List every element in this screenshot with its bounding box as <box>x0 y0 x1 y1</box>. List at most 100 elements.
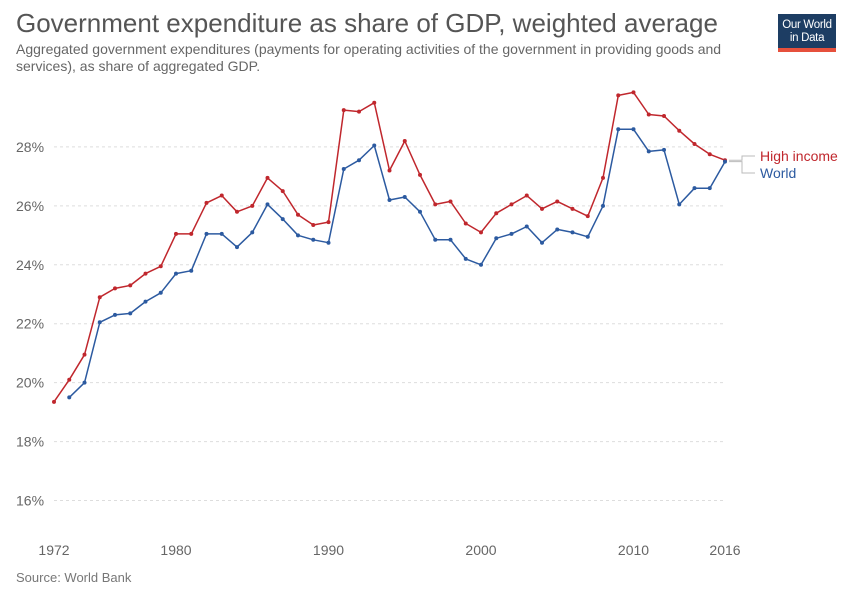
data-point-world[interactable] <box>707 186 712 191</box>
data-point-high-income[interactable] <box>97 295 102 300</box>
data-point-high-income[interactable] <box>372 100 377 105</box>
data-point-high-income[interactable] <box>463 221 468 226</box>
data-point-high-income[interactable] <box>204 200 209 205</box>
data-point-world[interactable] <box>418 209 422 214</box>
data-point-world[interactable] <box>601 203 605 208</box>
data-point-high-income[interactable] <box>250 203 255 208</box>
data-point-world[interactable] <box>494 236 499 241</box>
data-point-high-income[interactable] <box>601 175 605 180</box>
data-point-world[interactable] <box>265 202 270 207</box>
legend-label-world[interactable]: World <box>760 165 796 181</box>
legend-label-high-income[interactable]: High income <box>760 148 838 164</box>
data-point-high-income[interactable] <box>433 202 438 207</box>
data-point-world[interactable] <box>585 234 590 239</box>
data-point-high-income[interactable] <box>509 202 514 207</box>
data-point-high-income[interactable] <box>326 220 331 225</box>
series-line-high-income[interactable] <box>53 91 726 403</box>
owid-logo[interactable]: Our World in Data <box>778 14 836 52</box>
data-point-world[interactable] <box>692 186 697 191</box>
data-point-high-income[interactable] <box>402 139 407 144</box>
data-point-world[interactable] <box>219 231 224 236</box>
data-point-world[interactable] <box>631 127 636 132</box>
data-point-high-income[interactable] <box>692 141 697 146</box>
data-point-high-income[interactable] <box>540 206 544 211</box>
data-point-world[interactable] <box>570 230 575 235</box>
data-point-world[interactable] <box>158 290 163 295</box>
data-point-high-income[interactable] <box>448 199 453 204</box>
data-point-world[interactable] <box>372 143 377 148</box>
data-point-world[interactable] <box>204 231 209 236</box>
data-point-world[interactable] <box>67 395 72 400</box>
data-point-high-income[interactable] <box>189 231 194 236</box>
data-point-world[interactable] <box>143 299 148 304</box>
data-point-high-income[interactable] <box>418 172 422 177</box>
data-point-high-income[interactable] <box>479 230 483 235</box>
y-tick-label: 22% <box>16 316 44 332</box>
data-point-high-income[interactable] <box>67 377 72 382</box>
data-point-high-income[interactable] <box>174 231 178 236</box>
data-point-world[interactable] <box>646 149 651 154</box>
data-point-world[interactable] <box>296 233 300 238</box>
data-point-high-income[interactable] <box>280 189 285 194</box>
data-point-high-income[interactable] <box>677 128 682 133</box>
data-point-high-income[interactable] <box>616 93 621 98</box>
data-point-high-income[interactable] <box>52 399 56 404</box>
data-point-world[interactable] <box>82 380 87 385</box>
data-point-high-income[interactable] <box>494 211 499 216</box>
data-point-world[interactable] <box>616 127 621 132</box>
data-point-high-income[interactable] <box>341 108 346 113</box>
data-point-high-income[interactable] <box>631 90 636 95</box>
x-tick-label: 1980 <box>160 542 191 558</box>
data-point-world[interactable] <box>433 237 438 242</box>
data-point-world[interactable] <box>402 195 407 200</box>
data-point-world[interactable] <box>189 268 194 273</box>
data-point-high-income[interactable] <box>158 264 163 269</box>
data-point-world[interactable] <box>311 237 316 242</box>
data-point-world[interactable] <box>128 311 133 316</box>
data-point-world[interactable] <box>540 240 544 245</box>
data-point-world[interactable] <box>97 320 102 325</box>
data-point-high-income[interactable] <box>311 223 316 228</box>
data-point-high-income[interactable] <box>113 286 117 291</box>
data-point-world[interactable] <box>326 240 331 245</box>
data-point-high-income[interactable] <box>143 271 148 276</box>
data-point-high-income[interactable] <box>387 168 392 173</box>
data-point-high-income[interactable] <box>296 212 300 217</box>
data-point-world[interactable] <box>341 167 346 172</box>
data-point-high-income[interactable] <box>524 193 529 198</box>
data-point-world[interactable] <box>524 224 529 229</box>
data-point-world[interactable] <box>174 271 178 276</box>
data-point-world[interactable] <box>662 147 666 152</box>
data-point-high-income[interactable] <box>219 193 224 198</box>
series-line-world[interactable] <box>68 128 726 398</box>
data-point-high-income[interactable] <box>555 199 560 204</box>
data-point-world[interactable] <box>113 312 117 317</box>
data-point-world[interactable] <box>479 262 483 267</box>
data-point-world[interactable] <box>555 227 560 232</box>
series-lines <box>52 90 727 404</box>
data-point-world[interactable] <box>387 197 392 202</box>
data-point-world[interactable] <box>723 159 727 164</box>
y-tick-label: 26% <box>16 198 44 214</box>
data-point-high-income[interactable] <box>646 112 651 117</box>
data-point-world[interactable] <box>509 231 514 236</box>
data-point-high-income[interactable] <box>707 152 712 157</box>
data-point-world[interactable] <box>250 230 255 235</box>
data-point-world[interactable] <box>280 217 285 222</box>
data-point-world[interactable] <box>448 237 453 242</box>
y-tick-label: 16% <box>16 493 44 509</box>
data-point-high-income[interactable] <box>235 209 239 214</box>
data-point-world[interactable] <box>463 256 468 261</box>
data-point-world[interactable] <box>357 158 361 163</box>
data-point-high-income[interactable] <box>585 214 590 219</box>
y-tick-label: 24% <box>16 257 44 273</box>
data-point-high-income[interactable] <box>357 109 361 114</box>
data-point-high-income[interactable] <box>128 283 133 288</box>
data-point-high-income[interactable] <box>570 206 575 211</box>
data-point-high-income[interactable] <box>662 113 666 118</box>
data-point-world[interactable] <box>677 202 682 207</box>
data-point-high-income[interactable] <box>82 352 87 357</box>
data-point-high-income[interactable] <box>265 175 270 180</box>
data-point-world[interactable] <box>235 245 239 250</box>
